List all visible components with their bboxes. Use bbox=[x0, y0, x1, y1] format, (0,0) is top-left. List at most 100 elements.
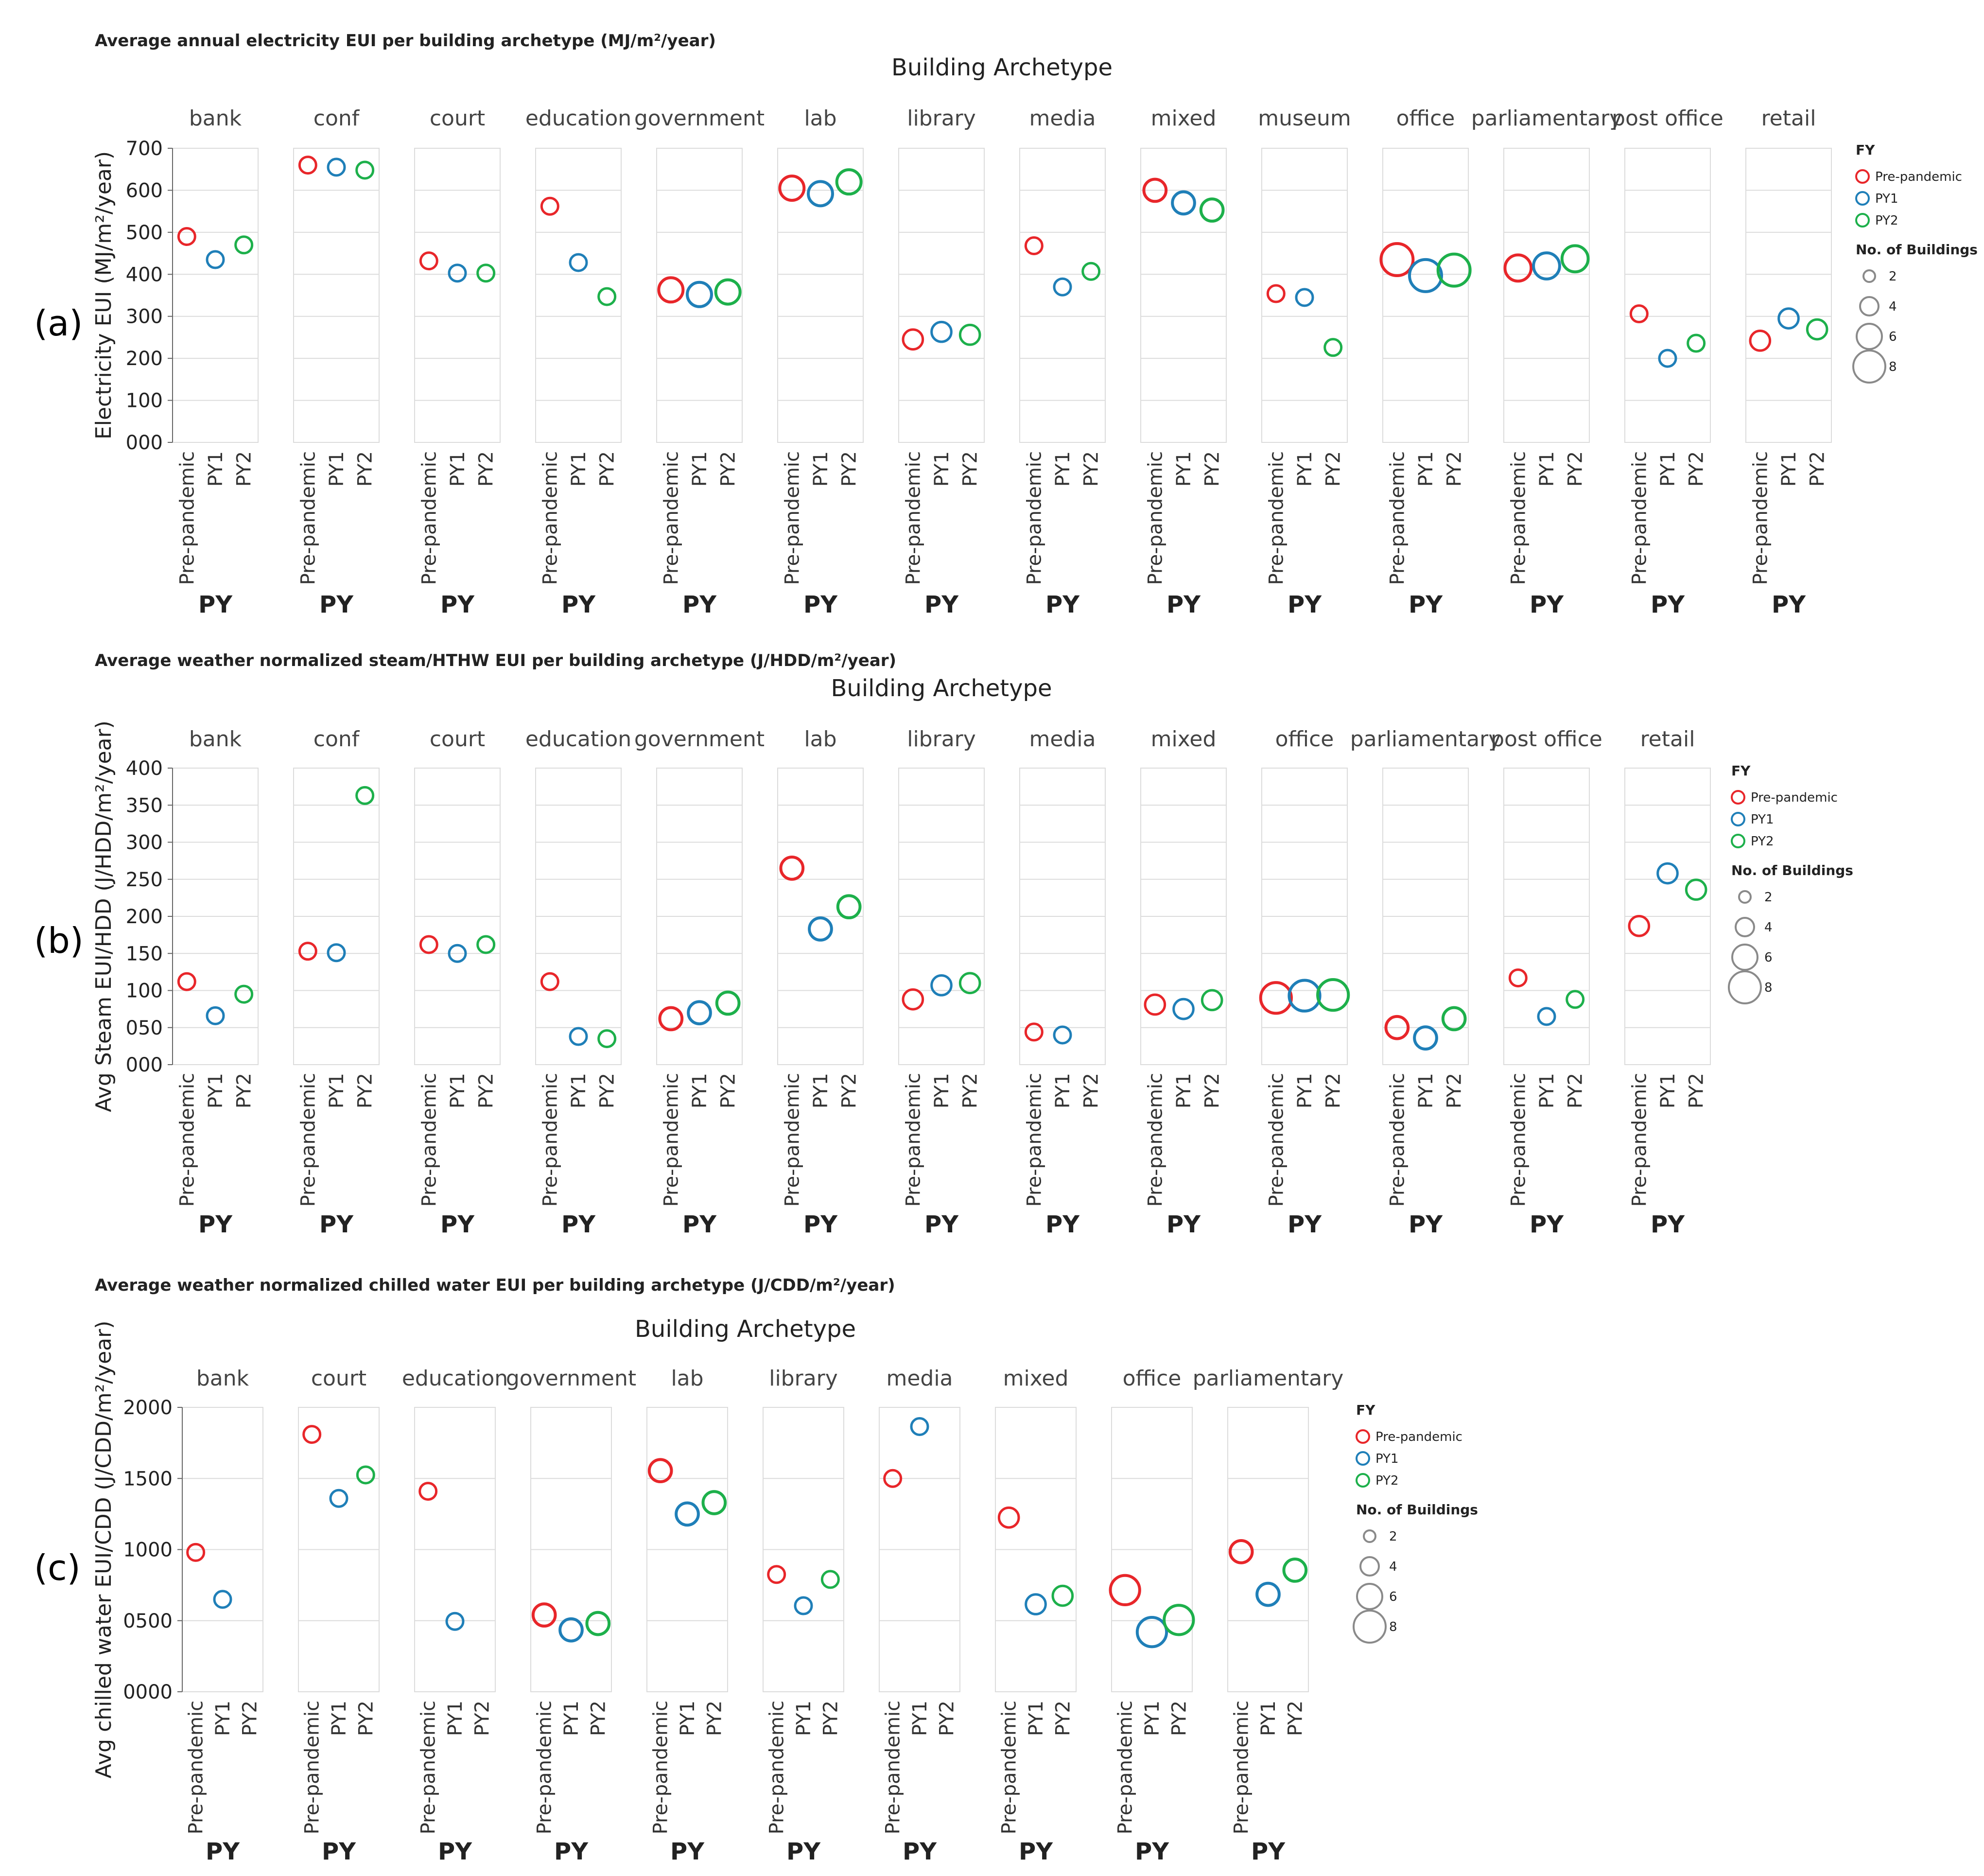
x-axis-label: PY bbox=[440, 1211, 475, 1238]
facet-name: government bbox=[506, 1366, 636, 1391]
data-point-post-office-py2 bbox=[1566, 990, 1585, 1009]
data-point-government-py2 bbox=[715, 990, 741, 1016]
data-point-education-py2 bbox=[597, 287, 617, 306]
facet-media: media Pre-pandemic PY1 PY2 PY bbox=[1019, 106, 1106, 618]
x-axis-label: PY bbox=[682, 1211, 717, 1238]
legend-symbol-py2 bbox=[1356, 1473, 1370, 1488]
data-point-court-py1 bbox=[448, 263, 467, 283]
x-tick-label: Pre-pandemic bbox=[1144, 1073, 1166, 1207]
y-tick-label: 300 bbox=[126, 306, 163, 328]
x-tick-label: PY2 bbox=[819, 1701, 842, 1736]
x-axis-label: PY bbox=[1409, 591, 1443, 618]
facet-name: education bbox=[525, 727, 631, 752]
x-tick-label: PY1 bbox=[1657, 1073, 1679, 1108]
x-axis-label: PY bbox=[1772, 591, 1806, 618]
data-point-parliamentary-py1 bbox=[1532, 251, 1561, 281]
data-point-bank-py1 bbox=[213, 1590, 232, 1609]
x-tick-label: PY2 bbox=[1807, 451, 1829, 487]
data-point-bank-py2 bbox=[234, 984, 254, 1004]
y-tick-label: 600 bbox=[126, 179, 163, 202]
x-tick-label: PY2 bbox=[233, 451, 256, 487]
facet-parliamentary: parliamentary Pre-pandemic PY1 PY2 PY bbox=[1350, 727, 1501, 1238]
data-point-library-pre-pandemic bbox=[902, 328, 924, 351]
x-tick-label: Pre-pandemic bbox=[660, 451, 682, 585]
facet-name: parliamentary bbox=[1350, 727, 1501, 752]
data-point-media-py2 bbox=[1081, 262, 1101, 281]
facet-name: office bbox=[1275, 727, 1334, 752]
facet-name: media bbox=[1029, 106, 1096, 131]
facet-frame bbox=[1111, 1407, 1193, 1692]
x-tick-label: Pre-pandemic bbox=[301, 1701, 324, 1834]
data-point-media-pre-pandemic bbox=[1024, 236, 1044, 256]
x-tick-label: Pre-pandemic bbox=[902, 451, 924, 585]
facet-lab: lab Pre-pandemic PY1 PY2 PY bbox=[777, 727, 864, 1238]
x-axis-label: PY bbox=[1288, 591, 1322, 618]
facet-museum: museum Pre-pandemic PY1 PY2 PY bbox=[1258, 106, 1351, 618]
x-tick-label: Pre-pandemic bbox=[1231, 1701, 1253, 1834]
x-axis-label: PY bbox=[1530, 1211, 1564, 1238]
x-axis-label: PY bbox=[198, 591, 233, 618]
x-tick-label: PY2 bbox=[703, 1701, 726, 1736]
y-axis-label: Avg chilled water EUI/CDD (J/CDD/m²/year… bbox=[91, 1321, 116, 1779]
facet-frame bbox=[1382, 148, 1469, 443]
data-point-office-py2 bbox=[1163, 1604, 1195, 1636]
data-point-retail-pre-pandemic bbox=[1628, 915, 1651, 937]
legend-size-label: 8 bbox=[1889, 360, 1897, 374]
legend-symbol-py2 bbox=[1855, 213, 1870, 228]
data-point-office-pre-pandemic bbox=[1379, 242, 1415, 278]
facet-header-title: Building Archetype bbox=[831, 675, 1052, 702]
data-point-media-py1 bbox=[1053, 277, 1072, 297]
data-point-library-pre-pandemic bbox=[767, 1565, 786, 1584]
x-tick-label: Pre-pandemic bbox=[1749, 451, 1772, 585]
x-tick-label: PY2 bbox=[1080, 1073, 1103, 1108]
facet-frame bbox=[1745, 148, 1832, 443]
x-tick-label: PY2 bbox=[1168, 1701, 1190, 1736]
facet-name: government bbox=[634, 106, 765, 131]
data-point-lab-py1 bbox=[808, 916, 833, 942]
x-axis-label: PY bbox=[438, 1838, 472, 1865]
x-tick-label: PY1 bbox=[447, 451, 469, 487]
x-tick-label: Pre-pandemic bbox=[1386, 1073, 1409, 1207]
facet-frame bbox=[1019, 148, 1106, 443]
facet-name: parliamentary bbox=[1471, 106, 1622, 131]
facet-court: court Pre-pandemic PY1 PY2 PY bbox=[414, 727, 501, 1238]
x-tick-label: PY1 bbox=[205, 451, 227, 487]
panel-label: (c) bbox=[34, 1547, 81, 1588]
facet-frame bbox=[298, 1407, 380, 1692]
legend-size-symbol bbox=[1359, 1556, 1380, 1577]
x-axis-label: PY bbox=[1409, 1211, 1443, 1238]
facet-frame bbox=[530, 1407, 612, 1692]
facet-frame bbox=[646, 1407, 728, 1692]
data-point-parliamentary-pre-pandemic bbox=[1384, 1015, 1410, 1040]
x-tick-label: Pre-pandemic bbox=[766, 1701, 788, 1834]
x-tick-label: PY1 bbox=[677, 1701, 699, 1736]
x-axis-label: PY bbox=[803, 1211, 838, 1238]
data-point-media-pre-pandemic bbox=[883, 1469, 903, 1488]
x-tick-label: Pre-pandemic bbox=[297, 451, 319, 585]
data-point-lab-pre-pandemic bbox=[647, 1458, 673, 1484]
x-axis-label: PY bbox=[1045, 1211, 1080, 1238]
x-axis-label: PY bbox=[1288, 1211, 1322, 1238]
x-tick-label: PY1 bbox=[205, 1073, 227, 1108]
data-point-post-office-pre-pandemic bbox=[1508, 968, 1528, 988]
x-tick-label: PY2 bbox=[587, 1701, 609, 1736]
data-point-bank-pre-pandemic bbox=[177, 972, 196, 991]
legend-label: Pre-pandemic bbox=[1375, 1430, 1462, 1444]
legend-color-title: FY bbox=[1731, 763, 1751, 779]
data-point-mixed-pre-pandemic bbox=[1142, 177, 1168, 203]
data-point-library-py2 bbox=[820, 1570, 840, 1589]
facet-name: lab bbox=[804, 106, 836, 131]
x-tick-label: PY1 bbox=[326, 451, 348, 487]
y-tick-label: 000 bbox=[126, 1054, 163, 1076]
y-tick-label: 150 bbox=[126, 943, 163, 965]
facet-name: office bbox=[1396, 106, 1455, 131]
data-point-government-pre-pandemic bbox=[658, 1006, 684, 1032]
x-tick-label: PY2 bbox=[1201, 451, 1224, 487]
x-axis-label: PY bbox=[322, 1838, 356, 1865]
data-point-retail-py1 bbox=[1777, 307, 1800, 330]
facet-mixed: mixed Pre-pandemic PY1 PY2 PY bbox=[995, 1366, 1077, 1865]
facet-name: bank bbox=[189, 106, 242, 131]
facet-conf: conf Pre-pandemic PY1 PY2 PY bbox=[293, 106, 380, 618]
facet-frame bbox=[1624, 768, 1711, 1065]
data-point-bank-py1 bbox=[206, 1006, 225, 1025]
